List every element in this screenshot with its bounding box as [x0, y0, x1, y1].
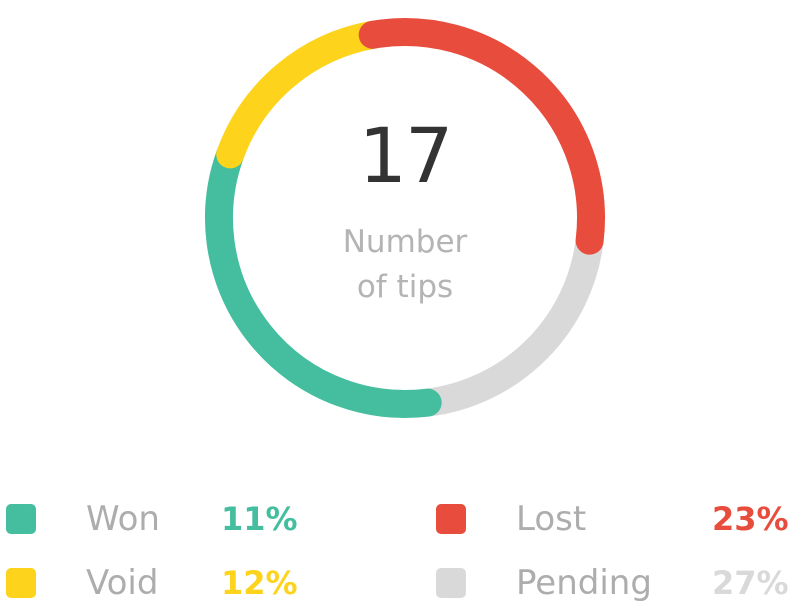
center-caption: Number of tips [265, 220, 545, 310]
won-label: Won [86, 499, 160, 539]
pending-swatch [436, 568, 466, 598]
lost-percent: 23% [712, 500, 789, 538]
center-caption-line2: of tips [356, 269, 454, 305]
won-percent: 11% [221, 500, 298, 538]
legend-item-void: Void 12% [6, 552, 336, 616]
donut-segment-void [216, 20, 387, 169]
legend-item-pending: Pending 27% [436, 552, 796, 616]
donut-segment-lost [358, 18, 605, 255]
lost-swatch [436, 504, 466, 534]
legend-item-won: Won 11% [6, 488, 336, 552]
void-swatch [6, 568, 36, 598]
tip-count: 17 [358, 111, 454, 200]
lost-label: Lost [516, 499, 587, 539]
won-swatch [6, 504, 36, 534]
center-caption-line1: Number [342, 224, 468, 260]
void-label: Void [86, 563, 159, 603]
donut-segment-pending [413, 226, 604, 417]
donut-segment-won [205, 140, 442, 418]
pending-percent: 27% [712, 564, 789, 602]
void-percent: 12% [221, 564, 298, 602]
pending-label: Pending [516, 563, 652, 603]
legend-item-lost: Lost 23% [436, 488, 796, 552]
